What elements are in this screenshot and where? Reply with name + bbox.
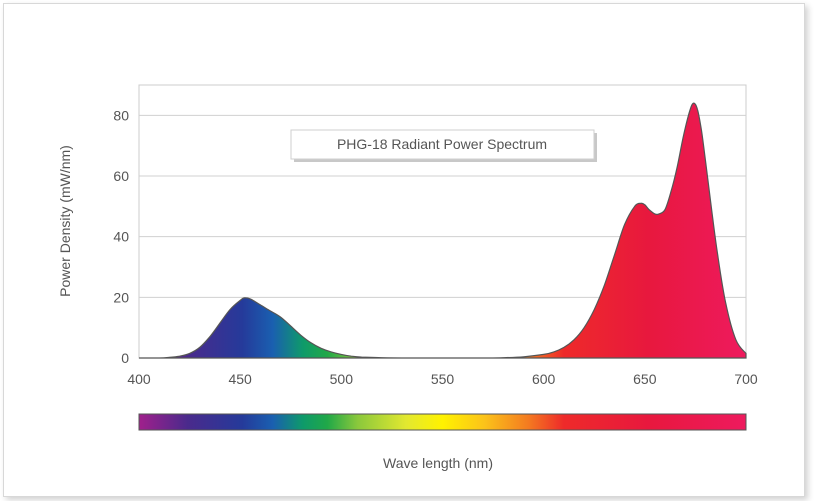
x-tick-label: 600	[532, 371, 556, 387]
y-tick-label: 60	[113, 168, 129, 184]
wavelength-color-bar	[138, 413, 747, 431]
y-axis-label: Power Density (mW/nm)	[57, 145, 73, 297]
x-tick-label: 550	[431, 371, 455, 387]
x-tick-label: 700	[734, 371, 758, 387]
legend-box	[290, 129, 595, 160]
x-axis-ticks: 400 450 500 550 600 650 700	[127, 371, 758, 387]
y-tick-label: 0	[121, 350, 129, 366]
x-tick-label: 400	[127, 371, 151, 387]
spectrum-area	[138, 102, 747, 359]
x-tick-label: 500	[330, 371, 354, 387]
y-tick-label: 40	[113, 229, 129, 245]
y-axis-ticks: 0 20 40 60 80	[113, 107, 129, 366]
x-tick-label: 650	[633, 371, 657, 387]
chart-card: 400 450 500 550 600 650 700 0 20 40 60 80 Power De…	[3, 3, 805, 497]
chart-legend: PHG-18 Radiant Power Spectrum	[290, 129, 597, 162]
spectrum-chart: 400 450 500 550 600 650 700 0 20 40 60 80 Power De…	[57, 84, 758, 471]
x-tick-label: 450	[228, 371, 252, 387]
chart-title: PHG-18 Radiant Power Spectrum	[337, 136, 547, 152]
y-tick-label: 80	[113, 107, 129, 123]
y-tick-label: 20	[113, 289, 129, 305]
x-axis-label: Wave length (nm)	[383, 455, 493, 471]
